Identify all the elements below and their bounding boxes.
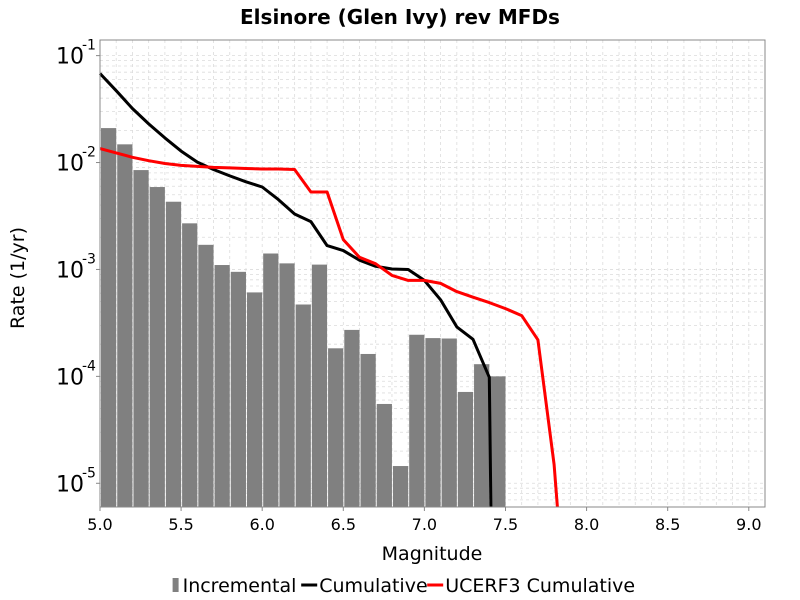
incremental-bar	[328, 348, 344, 507]
plot-frame	[99, 39, 766, 508]
y-axis-label: Rate (1/yr)	[7, 227, 29, 329]
legend-item-incremental: Incremental	[172, 575, 297, 597]
y-axis-ticks: 10-510-410-310-210-1	[56, 38, 100, 497]
incremental-bar	[360, 353, 376, 507]
legend-label: Incremental	[183, 575, 297, 597]
incremental-bar	[165, 201, 182, 507]
incremental-bar	[425, 338, 441, 507]
chart-title: Elsinore (Glen Ivy) rev MFDs	[240, 5, 560, 29]
incremental-bars	[101, 128, 506, 508]
ucerf3-cumulative-line	[99, 147, 559, 508]
incremental-bar	[344, 329, 360, 507]
y-tick-label: 10	[56, 365, 84, 390]
y-tick-label: 10	[56, 472, 84, 497]
y-tick-exponent: -5	[82, 465, 96, 481]
x-tick-label: 8.5	[655, 515, 680, 534]
y-tick-exponent: -3	[82, 251, 96, 267]
incremental-bar	[441, 338, 457, 507]
x-tick-label: 5.0	[87, 515, 112, 534]
x-tick-label: 6.5	[331, 515, 356, 534]
legend-label: Cumulative	[319, 575, 427, 597]
cumulative-line	[98, 72, 493, 508]
legend-item-cumulative: Cumulative	[301, 575, 428, 597]
incremental-bar	[198, 244, 214, 508]
incremental-bar	[133, 170, 149, 507]
x-tick-label: 5.5	[168, 515, 193, 534]
x-tick-label: 9.0	[736, 515, 761, 534]
y-tick-label: 10	[56, 45, 84, 70]
incremental-bar	[117, 144, 133, 508]
incremental-bar	[263, 253, 279, 507]
incremental-bar	[214, 265, 230, 507]
incremental-bar	[311, 264, 328, 507]
incremental-bar	[457, 391, 474, 507]
incremental-bar	[182, 223, 198, 508]
y-tick-exponent: -4	[82, 358, 96, 374]
incremental-bar	[149, 187, 165, 507]
y-tick-label: 10	[56, 152, 84, 177]
x-tick-label: 8.0	[574, 515, 599, 534]
incremental-bar	[376, 403, 392, 507]
legend-item-ucerf3-cumulative: UCERF3 Cumulative	[427, 575, 635, 597]
x-tick-label: 6.0	[249, 515, 274, 534]
x-axis-label: Magnitude	[382, 543, 483, 565]
incremental-bar	[490, 376, 506, 507]
incremental-bar	[279, 263, 295, 507]
legend: Incremental Cumulative UCERF3 Cumulative	[172, 575, 635, 597]
incremental-bar	[295, 304, 311, 507]
incremental-bar	[246, 292, 263, 507]
cumulative-lines	[98, 72, 559, 508]
legend-swatch	[172, 578, 179, 592]
incremental-bar	[230, 271, 246, 507]
x-tick-label: 7.5	[493, 515, 518, 534]
legend-label: UCERF3 Cumulative	[445, 575, 635, 597]
x-tick-label: 7.0	[412, 515, 437, 534]
y-tick-label: 10	[56, 258, 84, 283]
y-tick-exponent: -2	[82, 145, 96, 161]
y-tick-exponent: -1	[82, 38, 96, 54]
incremental-bar	[474, 364, 490, 507]
incremental-bar	[392, 466, 409, 507]
incremental-bar	[101, 128, 117, 508]
incremental-bar	[409, 334, 425, 507]
x-axis-ticks: 5.0 5.5 6.0 6.5 7.0 7.5 8.0 8.5 9.0	[87, 507, 762, 534]
